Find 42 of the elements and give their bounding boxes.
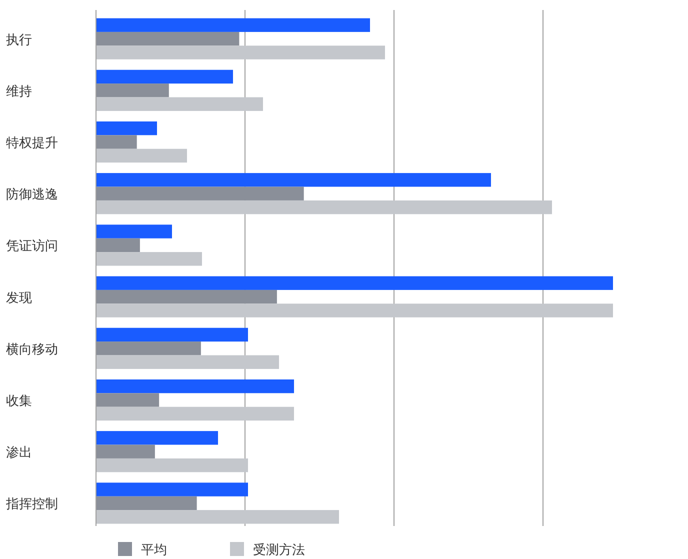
bar [96,328,248,342]
bar [96,393,160,407]
bar [96,379,294,394]
bar [96,46,386,60]
bar [96,186,304,200]
bar [96,173,491,187]
bar [96,355,280,369]
y-tick-label: 横向移动 [6,342,58,358]
y-tick-label: 发现 [6,290,32,306]
y-tick-label: 维持 [6,84,32,100]
legend-label: 受测方法 [253,542,305,558]
bar [96,276,613,290]
bar [96,290,277,304]
bar [96,121,158,136]
bar [96,482,248,496]
bar [96,406,294,421]
y-tick-label: 凭证访问 [6,238,58,254]
bar [96,70,234,84]
bar [96,97,263,111]
y-tick-label: 防御逃逸 [6,188,58,203]
bar [96,510,339,524]
bar [96,431,218,445]
y-tick-label: 渗出 [6,446,32,461]
bar [96,238,140,252]
bar [96,84,169,98]
bar [96,342,201,356]
bar [96,18,370,32]
y-tick-label: 收集 [6,394,32,409]
y-tick-label: 指挥控制 [5,497,58,512]
bar [96,304,613,318]
bar [96,252,202,266]
bar [96,496,197,510]
bar [96,224,172,238]
y-tick-label: 特权提升 [6,136,58,151]
bar [96,458,248,472]
bar [96,200,552,214]
bar [96,148,187,163]
legend-label: 平均 [141,543,167,558]
bar [96,444,155,458]
bar [96,135,137,149]
bar [96,32,240,46]
y-tick-label: 执行 [6,32,32,48]
